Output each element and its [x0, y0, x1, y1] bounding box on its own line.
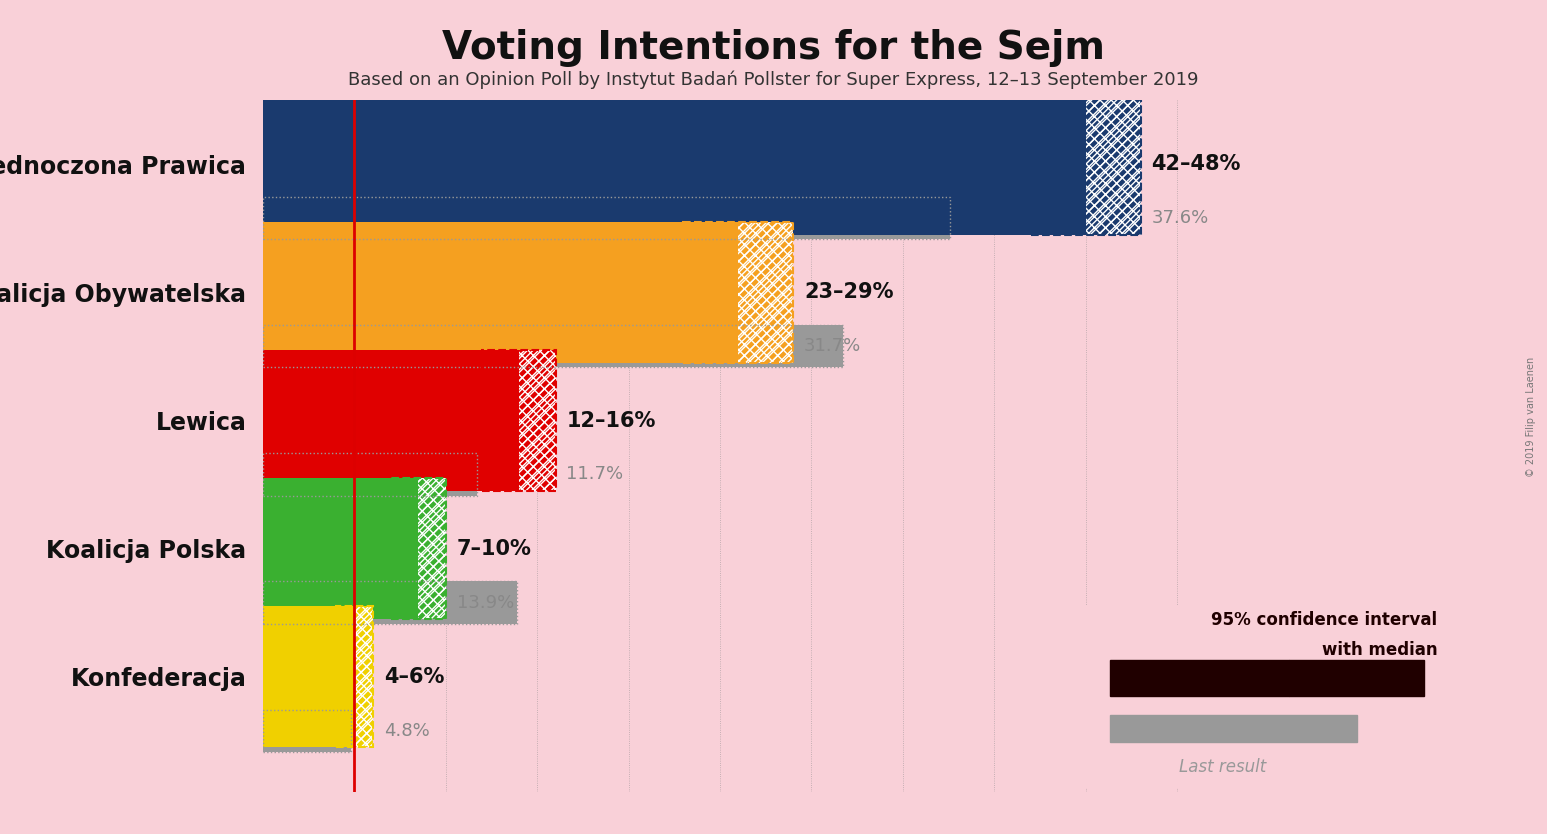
Bar — [1030, 93, 1140, 234]
Bar — [263, 197, 950, 239]
Text: 7–10%: 7–10% — [456, 539, 532, 559]
Bar — [518, 350, 555, 491]
Bar — [263, 606, 354, 747]
Text: 13.9%: 13.9% — [456, 594, 514, 611]
Text: 12–16%: 12–16% — [566, 410, 656, 430]
Bar — [263, 93, 1086, 234]
Bar — [1111, 715, 1357, 742]
Text: 42–48%: 42–48% — [1151, 154, 1241, 174]
Bar — [391, 478, 446, 619]
Bar — [354, 606, 373, 747]
Bar — [1290, 660, 1423, 696]
Bar — [354, 606, 373, 747]
Bar — [263, 478, 418, 619]
Bar — [263, 197, 950, 239]
Bar — [263, 325, 843, 367]
Bar — [263, 710, 351, 752]
Bar — [518, 350, 555, 491]
Text: Based on an Opinion Poll by Instytut Badań Pollster for Super Express, 12–13 Sep: Based on an Opinion Poll by Instytut Bad… — [348, 71, 1199, 89]
Bar — [263, 581, 517, 624]
Bar — [418, 478, 446, 619]
Bar — [418, 478, 446, 619]
Bar — [684, 222, 794, 363]
Text: with median: with median — [1321, 641, 1437, 660]
Bar — [1111, 660, 1290, 696]
Text: 11.7%: 11.7% — [566, 465, 623, 484]
Text: Voting Intentions for the Sejm: Voting Intentions for the Sejm — [442, 29, 1105, 68]
Bar — [263, 453, 476, 495]
Bar — [263, 350, 518, 491]
Bar — [263, 222, 738, 363]
Text: 31.7%: 31.7% — [804, 337, 862, 355]
Text: 95% confidence interval: 95% confidence interval — [1211, 610, 1437, 629]
Text: 37.6%: 37.6% — [1151, 209, 1208, 227]
Bar — [263, 453, 476, 495]
Bar — [1086, 93, 1140, 234]
Text: © 2019 Filip van Laenen: © 2019 Filip van Laenen — [1527, 357, 1536, 477]
Text: 4–6%: 4–6% — [384, 667, 444, 687]
Bar — [1290, 660, 1423, 696]
Bar — [263, 710, 351, 752]
Text: 4.8%: 4.8% — [384, 721, 430, 740]
Bar — [1086, 93, 1140, 234]
Text: Last result: Last result — [1179, 758, 1265, 776]
Bar — [483, 350, 555, 491]
Bar — [263, 325, 843, 367]
Bar — [263, 581, 517, 624]
Bar — [738, 222, 794, 363]
Text: 23–29%: 23–29% — [804, 283, 894, 303]
Bar — [336, 606, 373, 747]
Bar — [738, 222, 794, 363]
